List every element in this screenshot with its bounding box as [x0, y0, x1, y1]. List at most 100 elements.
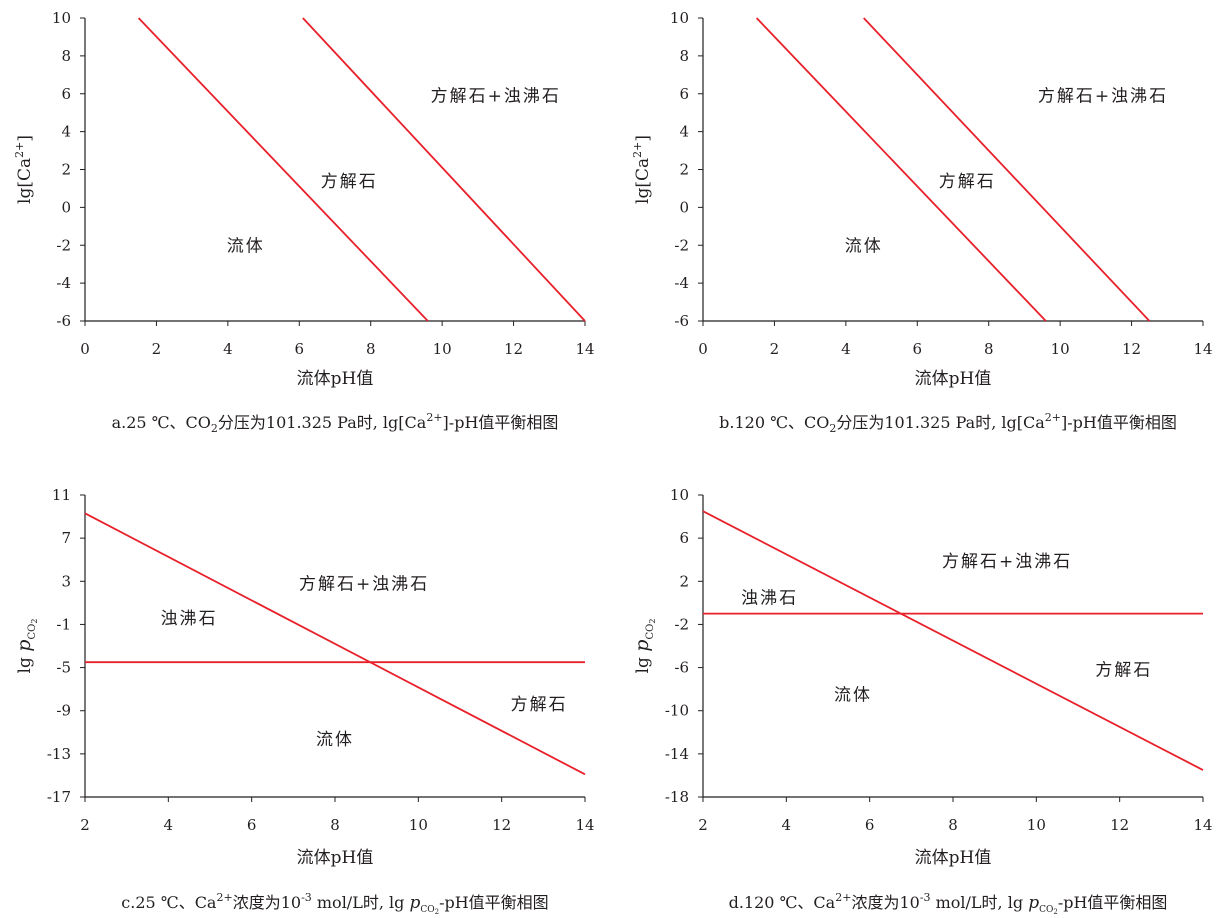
- y-tick-label: 10: [52, 9, 71, 27]
- x-tick-label: 10: [1027, 816, 1046, 834]
- y-axis-title-italic: p: [13, 640, 35, 652]
- caption-sup: 2+: [835, 891, 851, 904]
- phase-boundary-line-2: [302, 17, 586, 322]
- y-tick-label: -4: [674, 274, 689, 292]
- caption-part: -pH值平衡相图: [1058, 893, 1168, 912]
- y-axis-title: lg pCO2: [631, 619, 657, 674]
- caption-part: c.25 ℃、Ca: [121, 893, 217, 912]
- x-tick-label: 6: [295, 340, 305, 358]
- caption-italic: p: [1028, 893, 1039, 913]
- x-tick-label: 4: [164, 816, 174, 834]
- x-tick-label: 0: [80, 340, 90, 358]
- y-tick-label: 8: [679, 47, 689, 65]
- caption-part: ]-pH值平衡相图: [443, 413, 559, 432]
- region-label: 流体: [316, 730, 354, 750]
- y-axis-title-base: lg[Ca: [15, 158, 35, 204]
- y-axis-title-sub: CO: [27, 624, 38, 640]
- y-tick-label: 2: [679, 161, 689, 179]
- x-tick-label: 14: [1193, 340, 1212, 358]
- y-axis-title-sub: CO: [645, 624, 656, 640]
- caption-sub: 2: [829, 422, 836, 435]
- chart-panel-b: -6 -4 -2 0 2 4 6 8 10 0 2 4 6 8 10 12 14 方解石+浊沸石方解石流体流体pH…: [631, 9, 1213, 435]
- y-axis-title: lg[Ca2+]: [13, 135, 35, 204]
- chart-panel-d: -18 -14 -10 -6 -2 2 6 10 2 4 6 8 10 12 14 方解石+浊沸石浊沸石方解石…: [631, 486, 1213, 916]
- region-label: 方解石+浊沸石: [431, 87, 561, 107]
- y-tick-label: -1: [56, 615, 71, 633]
- y-tick-label: -6: [674, 312, 689, 330]
- y-tick-label: -6: [56, 312, 71, 330]
- y-tick-label: 0: [679, 198, 689, 216]
- caption-sub: 2: [211, 422, 218, 435]
- region-label: 方解石+浊沸石: [1038, 87, 1168, 107]
- x-tick-label: 4: [223, 340, 233, 358]
- y-tick-label: 10: [670, 486, 689, 504]
- caption-part: mol/L时, lg: [312, 893, 410, 912]
- region-label: 方解石+浊沸石: [299, 574, 429, 594]
- x-tick-label: 8: [330, 816, 340, 834]
- y-tick-label: -2: [674, 236, 689, 254]
- x-tick-label: 8: [366, 340, 376, 358]
- region-label: 方解石: [939, 172, 996, 192]
- x-tick-label: 6: [913, 340, 923, 358]
- caption-part: a.25 ℃、CO: [112, 413, 211, 432]
- caption-part: mol/L时, lg: [931, 893, 1029, 912]
- y-axis-title: lg pCO2: [13, 619, 39, 674]
- caption-italic: p: [409, 893, 420, 913]
- y-tick-label: 7: [61, 529, 71, 547]
- x-tick-label: 2: [770, 340, 780, 358]
- region-label: 流体: [845, 236, 883, 256]
- y-axis-title-sup: 2+: [13, 142, 26, 158]
- y-tick-label: 2: [61, 161, 71, 179]
- x-tick-label: 6: [247, 816, 257, 834]
- y-axis-title-base: lg: [633, 652, 653, 674]
- y-tick-label: -9: [56, 702, 71, 720]
- y-tick-label: -18: [665, 788, 689, 806]
- caption-part: d.120 ℃、Ca: [729, 893, 836, 912]
- caption-sub: CO: [420, 905, 434, 915]
- y-tick-label: 3: [61, 572, 71, 590]
- y-tick-label: -2: [674, 615, 689, 633]
- caption-sup: 2+: [1045, 411, 1061, 424]
- caption-sup: -3: [301, 891, 312, 904]
- x-tick-label: 12: [504, 340, 523, 358]
- x-axis-title: 流体pH值: [915, 369, 992, 389]
- region-label: 流体: [834, 686, 872, 706]
- phase-boundary-line-1: [702, 510, 1204, 771]
- figure-caption: a.25 ℃、CO2分压为101.325 Pa时, lg[Ca2+]-pH值平衡…: [112, 411, 559, 435]
- phase-boundary-line-2: [863, 17, 1151, 322]
- y-axis-title-tail: ]: [15, 135, 35, 142]
- region-label: 浊沸石: [161, 609, 218, 629]
- y-tick-label: -13: [47, 745, 71, 763]
- x-tick-label: 2: [80, 816, 90, 834]
- x-tick-label: 10: [1051, 340, 1070, 358]
- y-axis-title-sub2: 2: [30, 619, 39, 624]
- y-tick-label: -6: [674, 659, 689, 677]
- figure-caption: c.25 ℃、Ca2+浓度为10-3 mol/L时, lg pCO2-pH值平衡…: [121, 891, 548, 916]
- caption-sub: 2: [1053, 908, 1057, 916]
- x-tick-label: 12: [1122, 340, 1141, 358]
- y-tick-label: 6: [679, 85, 689, 103]
- caption-sup: 2+: [426, 411, 442, 424]
- x-tick-label: 4: [782, 816, 792, 834]
- y-axis-title-italic: p: [631, 640, 653, 652]
- chart-panel-a: -6 -4 -2 0 2 4 6 8 10 0 2 4 6 8 10 12 14 方解石+浊沸石方解石流体流体pH…: [13, 9, 595, 435]
- caption-part: ]-pH值平衡相图: [1061, 413, 1177, 432]
- region-label: 方解石: [1095, 661, 1152, 681]
- phase-boundary-line-1: [137, 17, 429, 322]
- region-label: 方解石+浊沸石: [942, 552, 1072, 572]
- x-tick-label: 12: [1110, 816, 1129, 834]
- y-tick-label: -4: [56, 274, 71, 292]
- region-label: 流体: [227, 236, 265, 256]
- y-tick-label: -2: [56, 236, 71, 254]
- x-tick-label: 10: [433, 340, 452, 358]
- caption-sup: 2+: [216, 891, 232, 904]
- x-tick-label: 4: [841, 340, 851, 358]
- x-tick-label: 14: [575, 340, 594, 358]
- caption-part: 浓度为10: [851, 893, 919, 912]
- y-tick-label: 8: [61, 47, 71, 65]
- x-tick-label: 0: [698, 340, 708, 358]
- y-axis-title-base: lg[Ca: [633, 158, 653, 204]
- y-axis-title-sub2: 2: [648, 619, 657, 624]
- x-tick-label: 8: [984, 340, 994, 358]
